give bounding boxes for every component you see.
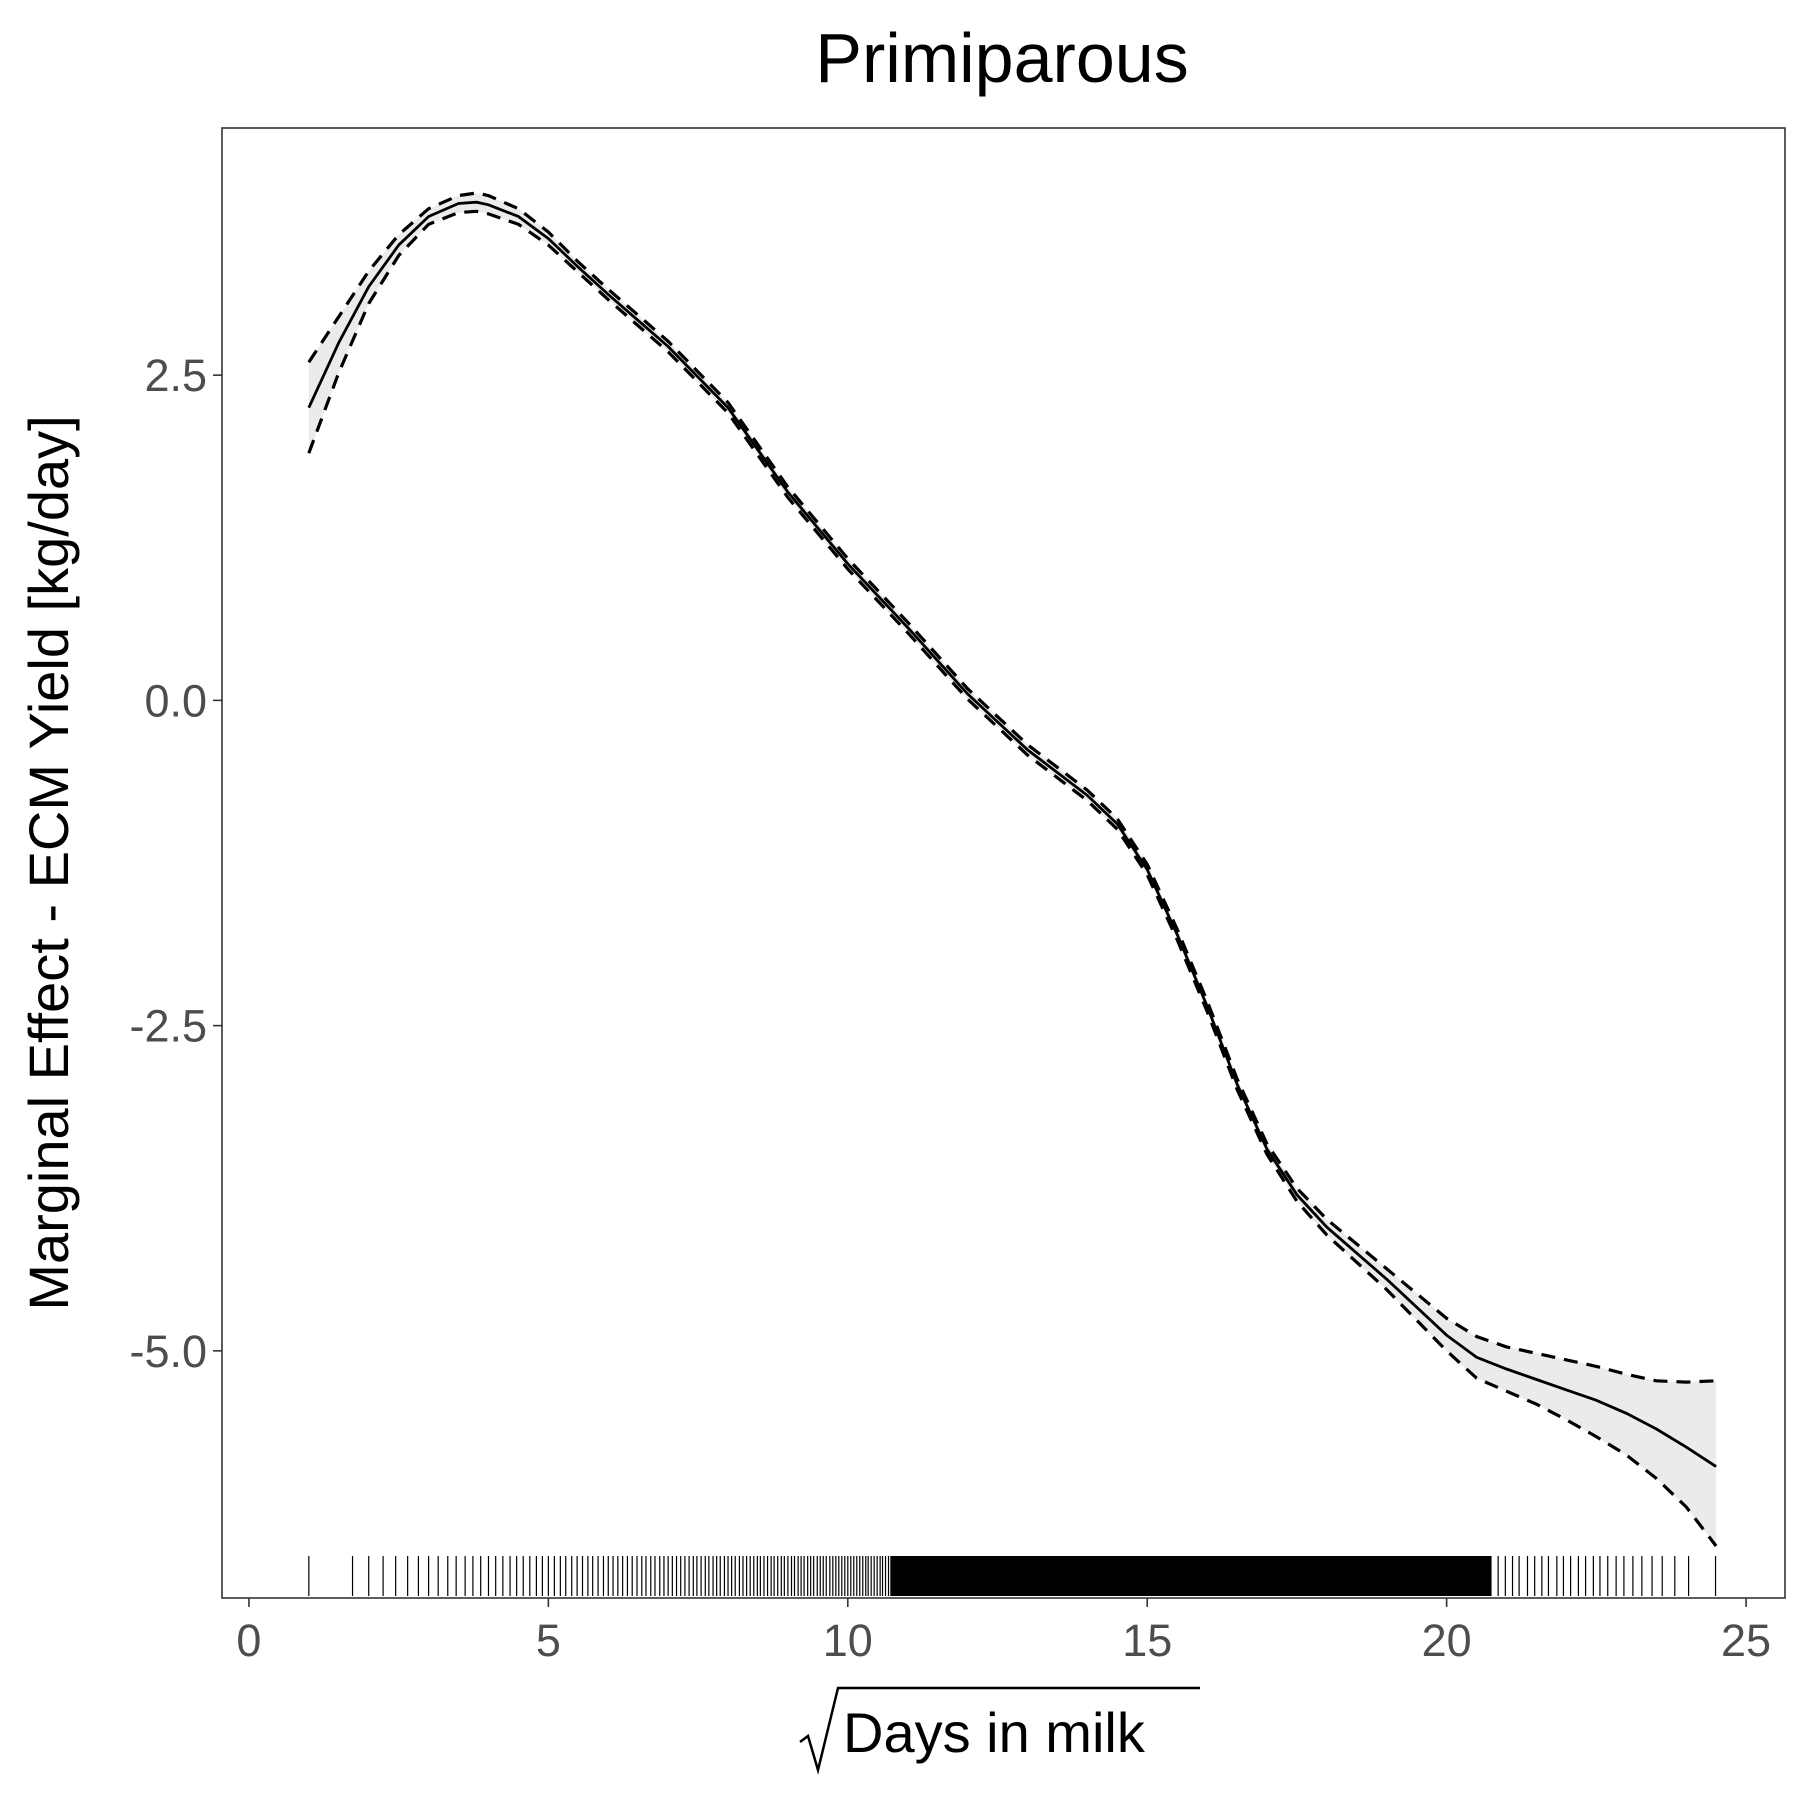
y-tick-label: 2.5 <box>144 350 207 401</box>
y-axis-title: Marginal Effect - ECM Yield [kg/day] <box>17 415 80 1310</box>
plot-panel-border <box>221 127 1786 1599</box>
axes: 0 5 10 15 20 25 2.5 0.0 -2.5 -5.0 <box>129 350 1771 1666</box>
estimate-line <box>307 200 1717 1468</box>
rug-marks <box>308 1556 1717 1596</box>
plot-area <box>307 191 1718 1596</box>
rug-dense-block <box>890 1556 1491 1596</box>
x-tick-label: 5 <box>536 1615 561 1666</box>
y-tick-label: -2.5 <box>129 1001 207 1052</box>
upper-bound-line <box>307 191 1717 1384</box>
x-axis-title-text: Days in milk <box>843 1701 1146 1764</box>
x-tick-label: 10 <box>823 1615 873 1666</box>
confidence-band <box>308 193 1717 1546</box>
chart-title: Primiparous <box>815 19 1188 97</box>
y-tick-label: -5.0 <box>129 1326 207 1377</box>
x-tick-label: 15 <box>1122 1615 1172 1666</box>
x-tick-label: 20 <box>1422 1615 1472 1666</box>
x-tick-label: 0 <box>236 1615 261 1666</box>
y-tick-label: 0.0 <box>144 675 207 726</box>
sqrt-radical-sign <box>799 1686 1200 1775</box>
x-axis-title: Days in milk <box>799 1686 1200 1775</box>
x-tick-label: 25 <box>1721 1615 1771 1666</box>
